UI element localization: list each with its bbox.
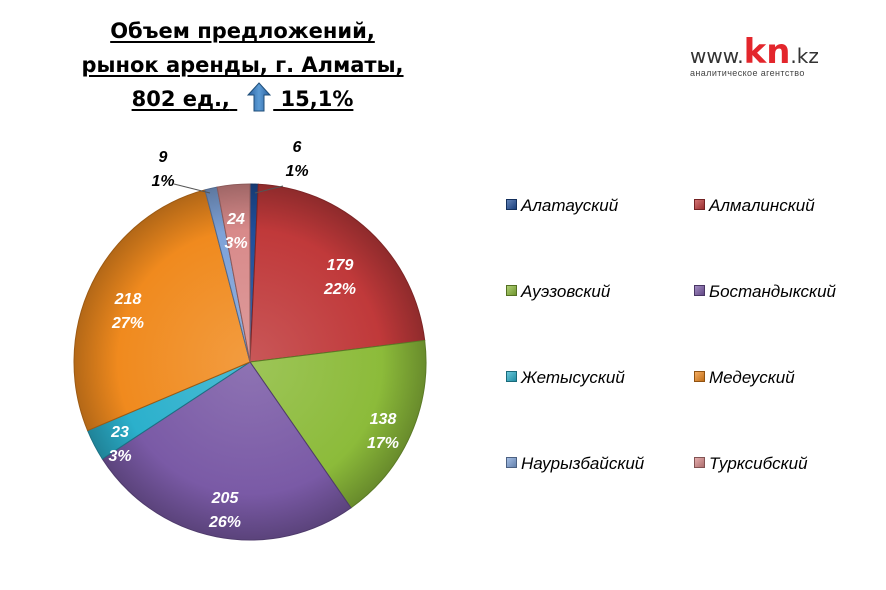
legend-swatch [694, 457, 705, 468]
pie-slice-2 [249, 183, 426, 363]
leader-line-1 [254, 185, 284, 194]
legend-swatch [694, 285, 705, 296]
data-label-percent-6: 27% [111, 315, 144, 332]
title-line-3: 802 ед., 15,1% [40, 82, 445, 116]
legend-swatch [694, 199, 705, 210]
data-label-percent-7: 1% [151, 173, 174, 190]
data-label-percent-2: 22% [323, 281, 356, 298]
data-label-percent-5: 3% [108, 448, 131, 465]
logo-wordmark: www.kn.kz [690, 32, 819, 72]
legend-item: Алмалинский [694, 196, 815, 216]
legend-item: Ауэзовский [506, 282, 610, 302]
title-growth: 15,1% [280, 87, 354, 111]
legend-swatch [506, 371, 517, 382]
data-label-percent-4: 26% [208, 514, 241, 531]
pie-slice-3 [249, 339, 427, 509]
data-label-value-4: 205 [211, 490, 240, 507]
legend-label: Ауэзовский [521, 282, 611, 301]
data-label-value-3: 138 [370, 411, 397, 428]
title-line-2: рынок аренды, г. Алматы, [81, 53, 404, 77]
up-arrow-icon [247, 82, 272, 112]
data-label-percent-3: 17% [367, 435, 399, 452]
legend-label: Турксибский [709, 454, 808, 473]
legend-item: Турксибский [694, 454, 808, 474]
data-label-value-8: 24 [226, 211, 245, 228]
data-label-value-7: 9 [159, 149, 168, 166]
legend-item: Алатауский [506, 196, 618, 216]
title-total: 802 ед., [131, 87, 230, 111]
legend-label: Алатауский [521, 196, 619, 215]
legend-item: Медеуский [694, 368, 795, 388]
data-label-percent-1: 1% [285, 163, 308, 180]
pie-slice-8 [216, 183, 251, 363]
chart-title: Объем предложений, рынок аренды, г. Алма… [40, 14, 445, 116]
logo-tagline: аналитическое агентство [690, 68, 805, 78]
legend-label: Алмалинский [709, 196, 815, 215]
data-label-percent-8: 3% [224, 235, 247, 252]
data-label-value-2: 179 [327, 257, 354, 274]
leader-line-7 [173, 183, 211, 194]
legend-swatch [694, 371, 705, 382]
brand-logo: www.kn.kz аналитическое агентство [690, 26, 840, 82]
data-label-value-6: 218 [114, 291, 142, 308]
legend-item: Бостандыкский [694, 282, 836, 302]
pie-slice-6 [73, 189, 251, 432]
legend-label: Медеуский [709, 368, 795, 387]
legend-swatch [506, 199, 517, 210]
pie-slice-4 [101, 361, 352, 541]
legend-label: Жетысуский [521, 368, 625, 387]
legend-label: Бостандыкский [709, 282, 836, 301]
legend-item: Наурызбайский [506, 454, 644, 474]
data-label-value-1: 6 [293, 139, 302, 156]
legend-label: Наурызбайский [521, 454, 645, 473]
legend-swatch [506, 457, 517, 468]
title-line-1: Объем предложений, [110, 19, 375, 43]
legend-item: Жетысуский [506, 368, 625, 388]
data-label-value-5: 23 [110, 424, 129, 441]
legend-swatch [506, 285, 517, 296]
